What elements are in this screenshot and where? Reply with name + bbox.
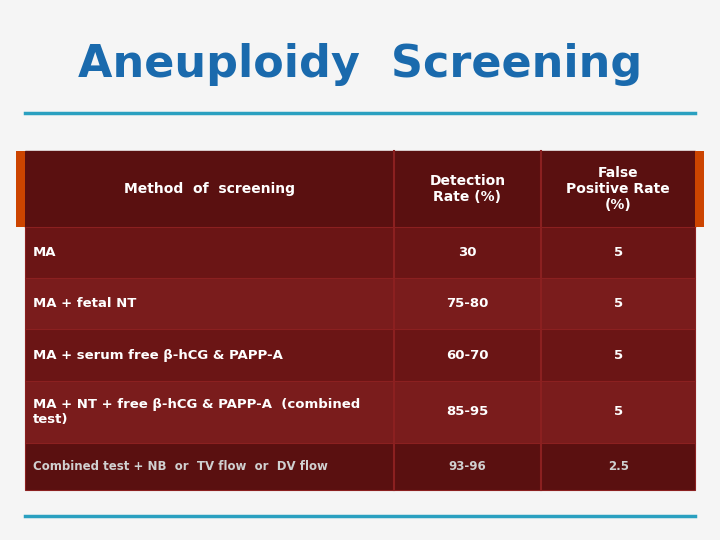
- Bar: [24, 443, 696, 490]
- Text: MA + NT + free β-hCG & PAPP-A  (combined
test): MA + NT + free β-hCG & PAPP-A (combined …: [33, 398, 360, 426]
- Text: Combined test + NB  or  TV flow  or  DV flow: Combined test + NB or TV flow or DV flow: [33, 460, 328, 473]
- Bar: [24, 278, 696, 329]
- Text: 30: 30: [458, 246, 477, 259]
- Bar: [16, 151, 24, 227]
- Bar: [24, 329, 696, 381]
- Bar: [24, 227, 696, 278]
- Text: 5: 5: [613, 405, 623, 418]
- Text: 75-80: 75-80: [446, 297, 489, 310]
- Text: 5: 5: [613, 297, 623, 310]
- Text: MA + serum free β-hCG & PAPP-A: MA + serum free β-hCG & PAPP-A: [33, 348, 283, 362]
- Text: 2.5: 2.5: [608, 460, 629, 473]
- Text: MA: MA: [33, 246, 57, 259]
- Text: 93-96: 93-96: [449, 460, 486, 473]
- Bar: [696, 151, 704, 227]
- Text: 60-70: 60-70: [446, 348, 489, 362]
- Text: 5: 5: [613, 348, 623, 362]
- Text: 85-95: 85-95: [446, 405, 488, 418]
- Bar: [24, 151, 696, 227]
- Bar: [24, 381, 696, 443]
- Text: Aneuploidy  Screening: Aneuploidy Screening: [78, 43, 642, 86]
- Text: Detection
Rate (%): Detection Rate (%): [429, 174, 505, 204]
- Text: 5: 5: [613, 246, 623, 259]
- Text: MA + fetal NT: MA + fetal NT: [33, 297, 137, 310]
- Text: Method  of  screening: Method of screening: [124, 182, 294, 196]
- Text: False
Positive Rate
(%): False Positive Rate (%): [567, 166, 670, 212]
